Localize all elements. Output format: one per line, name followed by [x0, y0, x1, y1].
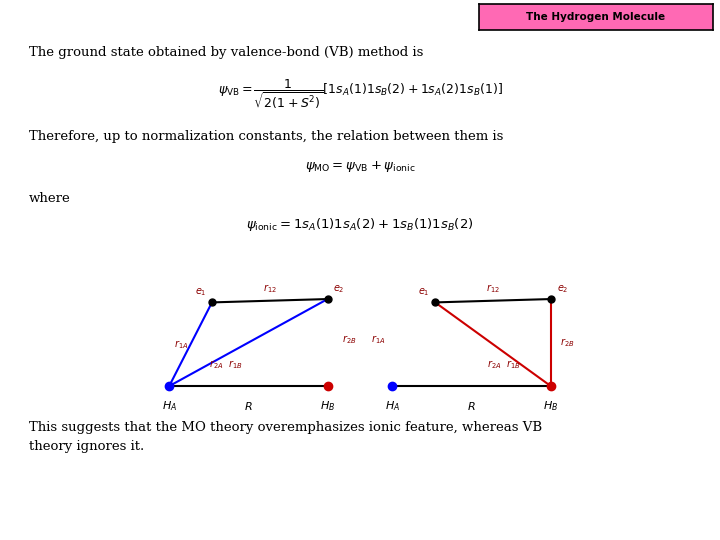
- Text: $r_{2A}$: $r_{2A}$: [209, 358, 223, 371]
- Text: The ground state obtained by valence-bond (VB) method is: The ground state obtained by valence-bon…: [29, 46, 423, 59]
- Text: $r_{12}$: $r_{12}$: [486, 282, 500, 295]
- Text: $\psi_{\mathrm{VB}} = \dfrac{1}{\sqrt{2(1+S^2)}}\left[1s_A(1)1s_B(2) + 1s_A(2)1s: $\psi_{\mathrm{VB}} = \dfrac{1}{\sqrt{2(…: [217, 78, 503, 112]
- Text: $e_2$: $e_2$: [333, 283, 345, 295]
- Text: $\psi_{\mathrm{ionic}} = 1s_A(1)1s_A(2) + 1s_B(1)1s_B(2)$: $\psi_{\mathrm{ionic}} = 1s_A(1)1s_A(2) …: [246, 216, 474, 233]
- Text: $H_A$: $H_A$: [384, 400, 400, 414]
- Text: $e_1$: $e_1$: [418, 286, 429, 298]
- Text: $R$: $R$: [467, 400, 476, 411]
- Text: The Hydrogen Molecule: The Hydrogen Molecule: [526, 12, 665, 22]
- Text: This suggests that the MO theory overemphasizes ionic feature, whereas VB
theory: This suggests that the MO theory overemp…: [29, 421, 542, 453]
- Text: where: where: [29, 192, 71, 205]
- Text: $R$: $R$: [244, 400, 253, 411]
- Text: $H_A$: $H_A$: [161, 400, 177, 414]
- Text: $\psi_{\mathrm{MO}} = \psi_{\mathrm{VB}} + \psi_{\mathrm{ionic}}$: $\psi_{\mathrm{MO}} = \psi_{\mathrm{VB}}…: [305, 159, 415, 174]
- Text: Therefore, up to normalization constants, the relation between them is: Therefore, up to normalization constants…: [29, 130, 503, 143]
- Text: $r_{2B}$: $r_{2B}$: [560, 336, 575, 349]
- Text: $e_2$: $e_2$: [557, 283, 568, 295]
- Text: $H_B$: $H_B$: [320, 400, 336, 414]
- Text: $r_{1A}$: $r_{1A}$: [174, 338, 189, 350]
- Text: $r_{2B}$: $r_{2B}$: [342, 334, 356, 347]
- Text: $r_{1A}$: $r_{1A}$: [371, 334, 385, 347]
- Text: $r_{1B}$: $r_{1B}$: [228, 358, 243, 371]
- Text: $r_{1B}$: $r_{1B}$: [506, 358, 521, 371]
- Text: $e_1$: $e_1$: [194, 286, 206, 298]
- Text: $r_{12}$: $r_{12}$: [263, 282, 276, 295]
- Text: $H_B$: $H_B$: [543, 400, 559, 414]
- Text: $r_{2A}$: $r_{2A}$: [487, 358, 502, 371]
